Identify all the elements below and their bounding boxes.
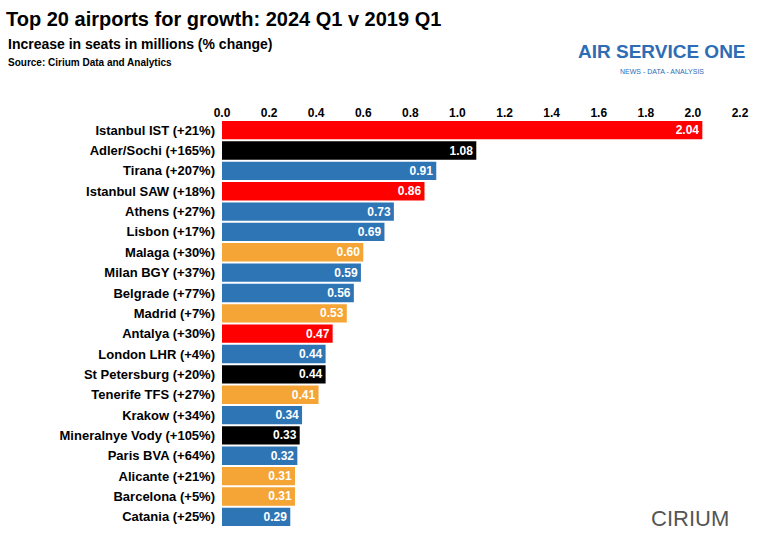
svg-text:2.2: 2.2 [732, 106, 749, 120]
svg-text:1.0: 1.0 [449, 106, 466, 120]
svg-text:Krakow (+34%): Krakow (+34%) [122, 408, 215, 423]
svg-text:Mineralnye Vody (+105%): Mineralnye Vody (+105%) [60, 428, 215, 443]
svg-text:Antalya (+30%): Antalya (+30%) [122, 326, 215, 341]
svg-text:1.2: 1.2 [496, 106, 513, 120]
svg-text:0.31: 0.31 [268, 489, 292, 503]
svg-text:Catania (+25%): Catania (+25%) [122, 509, 215, 524]
svg-text:Tenerife TFS (+27%): Tenerife TFS (+27%) [91, 387, 215, 402]
svg-text:0.4: 0.4 [308, 106, 325, 120]
svg-text:0.47: 0.47 [306, 327, 330, 341]
svg-text:0.2: 0.2 [261, 106, 278, 120]
svg-text:0.8: 0.8 [402, 106, 419, 120]
svg-text:0.73: 0.73 [367, 205, 391, 219]
svg-text:CIRIUM: CIRIUM [651, 506, 729, 531]
svg-text:1.8: 1.8 [637, 106, 654, 120]
svg-text:0.44: 0.44 [299, 347, 323, 361]
svg-text:0.32: 0.32 [271, 449, 295, 463]
svg-text:St Petersburg (+20%): St Petersburg (+20%) [84, 367, 215, 382]
svg-text:NEWS - DATA - ANALYSIS: NEWS - DATA - ANALYSIS [620, 68, 704, 75]
svg-text:1.6: 1.6 [590, 106, 607, 120]
svg-text:0.56: 0.56 [327, 286, 351, 300]
svg-text:Lisbon (+17%): Lisbon (+17%) [127, 224, 216, 239]
svg-text:Milan BGY (+37%): Milan BGY (+37%) [104, 265, 215, 280]
svg-text:0.31: 0.31 [268, 469, 292, 483]
svg-text:Barcelona (+5%): Barcelona (+5%) [113, 489, 215, 504]
svg-text:Belgrade (+77%): Belgrade (+77%) [113, 286, 215, 301]
svg-text:0.34: 0.34 [275, 408, 299, 422]
svg-text:0.53: 0.53 [320, 306, 344, 320]
svg-text:AIR SERVICE ONE: AIR SERVICE ONE [578, 41, 746, 62]
svg-text:0.6: 0.6 [355, 106, 372, 120]
svg-text:Source: Cirium Data and Analyt: Source: Cirium Data and Analytics [8, 57, 172, 68]
svg-text:0.91: 0.91 [410, 164, 434, 178]
svg-text:Istanbul IST (+21%): Istanbul IST (+21%) [95, 123, 215, 138]
svg-text:London LHR (+4%): London LHR (+4%) [98, 347, 215, 362]
svg-text:Istanbul SAW (+18%): Istanbul SAW (+18%) [86, 184, 215, 199]
svg-text:0.41: 0.41 [292, 388, 316, 402]
svg-text:0.0: 0.0 [214, 106, 231, 120]
svg-text:Athens (+27%): Athens (+27%) [125, 204, 215, 219]
svg-text:Paris BVA (+64%): Paris BVA (+64%) [108, 448, 215, 463]
svg-text:1.08: 1.08 [450, 144, 474, 158]
svg-text:0.69: 0.69 [358, 225, 382, 239]
svg-text:Top 20 airports for growth: 20: Top 20 airports for growth: 2024 Q1 v 20… [6, 8, 441, 30]
svg-text:2.0: 2.0 [685, 106, 702, 120]
svg-text:Malaga (+30%): Malaga (+30%) [125, 245, 215, 260]
svg-text:Tirana (+207%): Tirana (+207%) [123, 163, 215, 178]
svg-text:2.04: 2.04 [676, 123, 700, 137]
svg-text:Madrid (+7%): Madrid (+7%) [134, 306, 215, 321]
svg-text:1.4: 1.4 [543, 106, 560, 120]
svg-text:0.60: 0.60 [337, 245, 361, 259]
svg-text:0.44: 0.44 [299, 367, 323, 381]
svg-text:0.59: 0.59 [334, 266, 358, 280]
svg-text:Alicante (+21%): Alicante (+21%) [119, 469, 215, 484]
svg-text:0.29: 0.29 [264, 510, 288, 524]
svg-text:0.33: 0.33 [273, 428, 297, 442]
svg-text:Increase in seats in millions: Increase in seats in millions (% change) [8, 36, 273, 52]
svg-text:0.86: 0.86 [398, 184, 422, 198]
svg-text:Adler/Sochi (+165%): Adler/Sochi (+165%) [90, 143, 215, 158]
